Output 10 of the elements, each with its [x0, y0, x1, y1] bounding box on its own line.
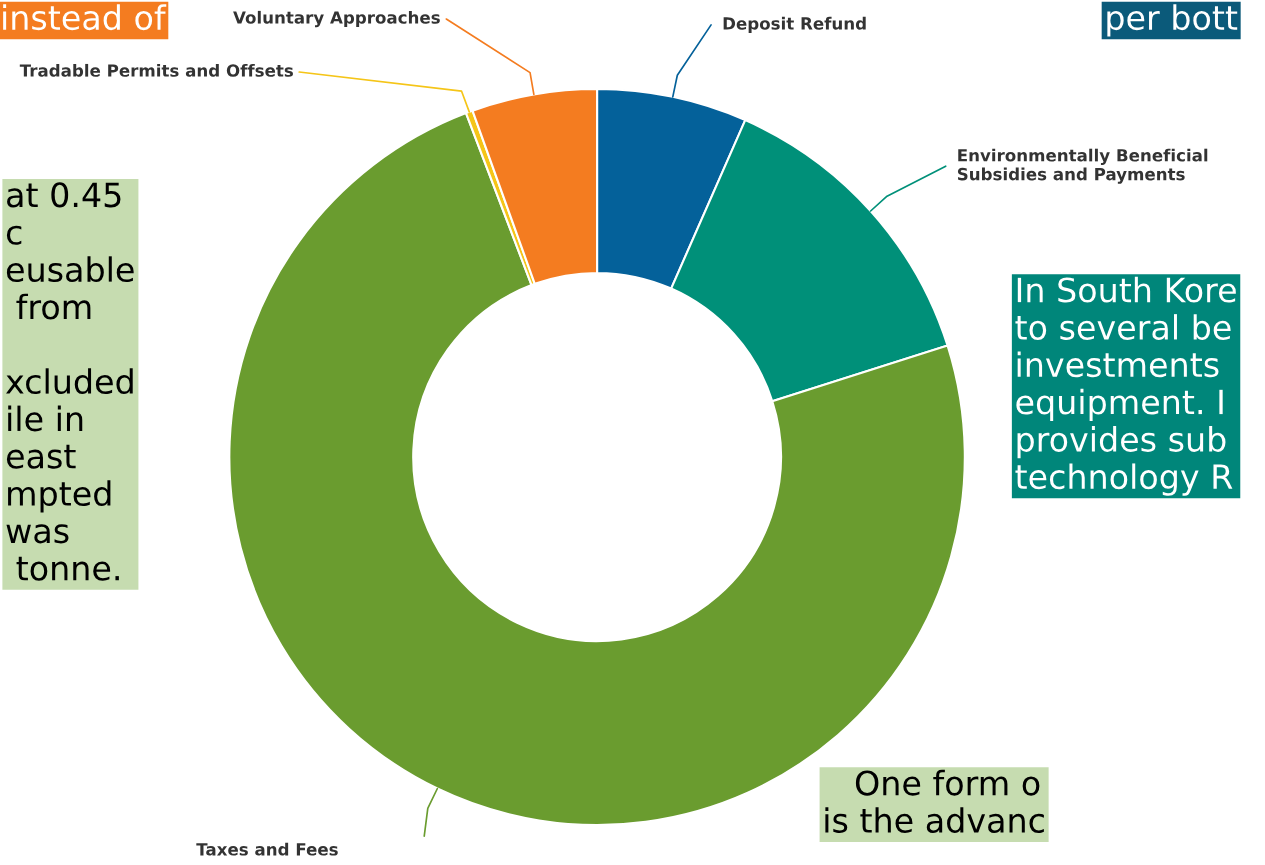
text: instead of: [3, 4, 167, 31]
slice-label: Taxes and Fees: [196, 842, 338, 856]
text: One form o is the advanc: [825, 769, 1044, 833]
slice-label: Voluntary Approaches: [233, 10, 440, 28]
slice-label: Environmentally Beneficial Subsidies and Payments: [957, 148, 1208, 184]
text: at 0.45 c eusable from xcluded ile in east mpted was tonne.: [6, 182, 134, 581]
text: per bott: [1107, 4, 1238, 37]
text: In South Kore to several be investments equipment. I provides sub technology R: [1015, 276, 1236, 496]
slice-label: Deposit Refund: [723, 16, 866, 33]
slice-label: Tradable Permits and Offsets: [19, 63, 293, 77]
